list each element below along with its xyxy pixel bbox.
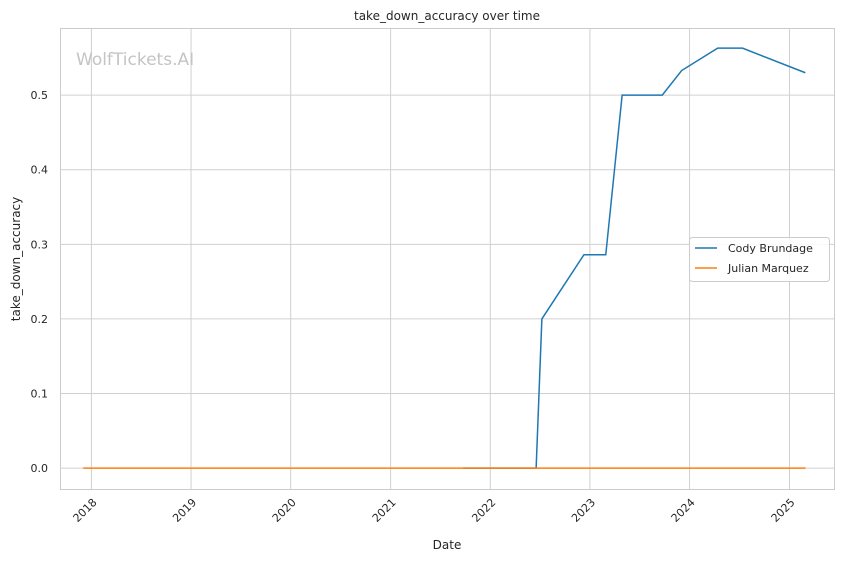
- x-tick-label: 2022: [469, 496, 498, 525]
- y-tick-label: 0.3: [31, 238, 49, 251]
- series-layer: [83, 47, 806, 469]
- y-tick-label: 0.0: [31, 462, 49, 475]
- chart-title: take_down_accuracy over time: [354, 9, 540, 23]
- x-tick-label: 2024: [669, 496, 698, 525]
- x-tick-label: 2025: [769, 496, 798, 525]
- y-axis-label: take_down_accuracy: [9, 197, 23, 321]
- x-tick-label: 2020: [270, 496, 299, 525]
- y-tick-label: 0.1: [31, 388, 49, 401]
- x-axis-label: Date: [433, 538, 462, 552]
- x-tick-label: 2023: [569, 496, 598, 525]
- legend-label-julian-marquez: Julian Marquez: [727, 262, 809, 275]
- x-gridlines: [90, 28, 790, 489]
- x-tick-label: 2021: [370, 496, 399, 525]
- x-tick-label: 2019: [170, 496, 199, 525]
- y-tick-label: 0.5: [31, 89, 49, 102]
- legend-label-cody-brundage: Cody Brundage: [728, 242, 813, 255]
- legend-box: [689, 237, 830, 282]
- legend: Cody Brundage Julian Marquez: [689, 237, 830, 282]
- series-line-cody-brundage: [463, 47, 806, 469]
- watermark: WolfTickets.AI: [76, 50, 194, 70]
- plot-frame: [60, 28, 835, 490]
- y-tick-labels: 0.0 0.1 0.2 0.3 0.4 0.5: [31, 89, 49, 475]
- y-tick-label: 0.2: [31, 313, 49, 326]
- x-tick-label: 2018: [71, 496, 100, 525]
- y-tick-label: 0.4: [31, 164, 49, 177]
- x-tick-labels: 2018 2019 2020 2021 2022 2023 2024 2025: [71, 496, 798, 525]
